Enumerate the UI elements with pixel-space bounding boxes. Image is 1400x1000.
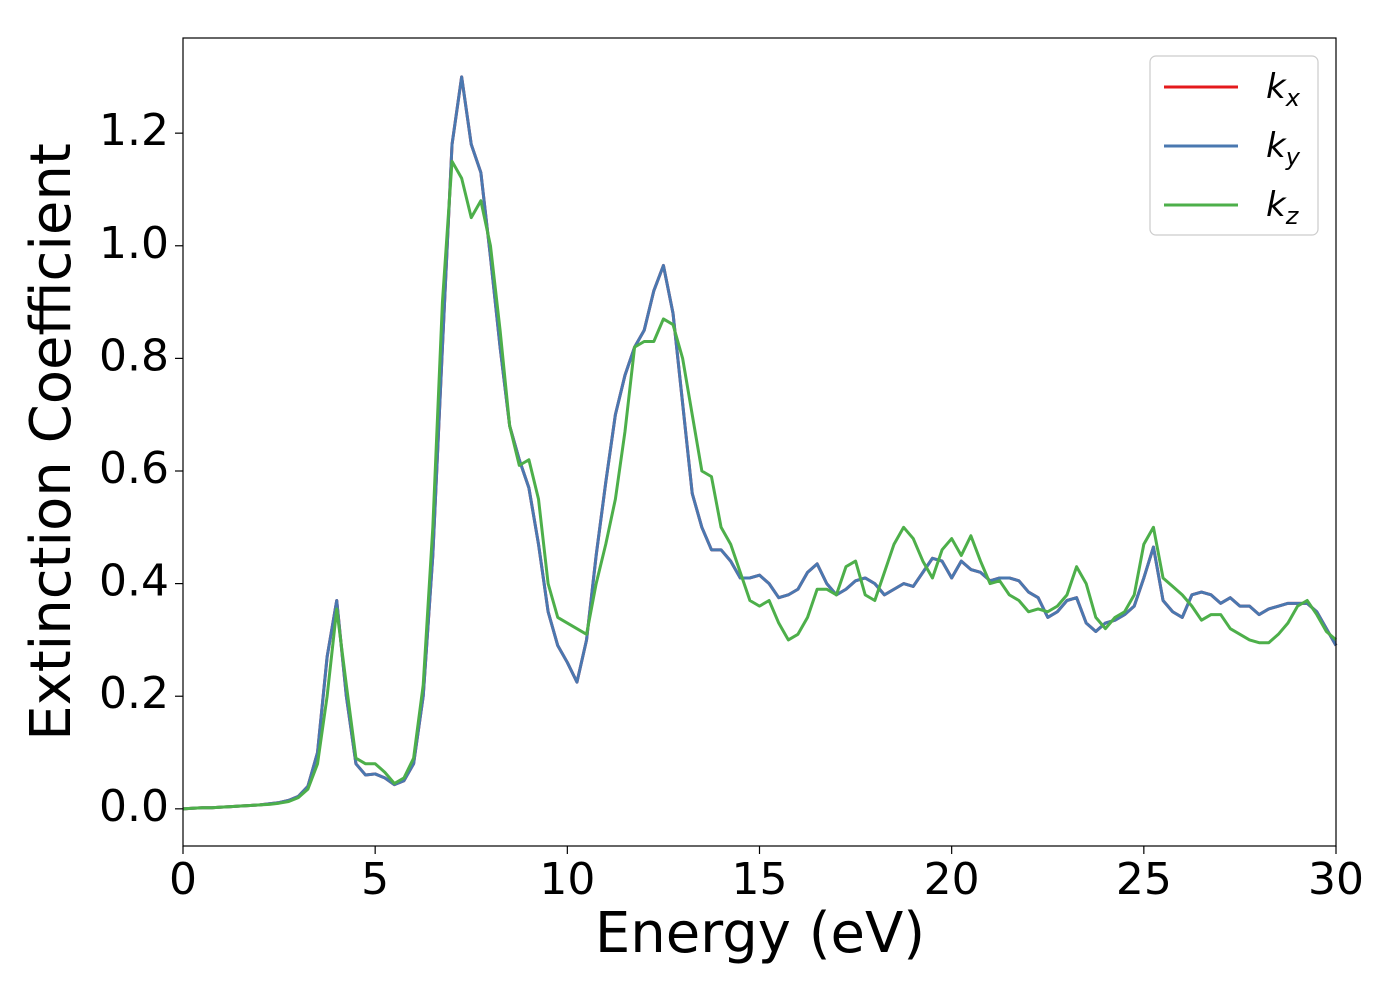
y-tick-label: 0.2 <box>99 668 169 719</box>
x-tick-label: 20 <box>924 854 980 905</box>
x-tick-label: 15 <box>732 854 788 905</box>
legend-label: kz <box>1266 185 1300 230</box>
legend-label: kx <box>1266 67 1301 112</box>
y-tick-label: 0.4 <box>99 556 169 607</box>
y-tick-label: 1.0 <box>99 218 169 269</box>
legend-label: ky <box>1266 126 1301 171</box>
x-tick-label: 30 <box>1308 854 1364 905</box>
y-tick-label: 1.2 <box>99 105 169 156</box>
y-tick-label: 0.8 <box>99 330 169 381</box>
data-line <box>182 159 1337 811</box>
x-axis-label: Energy (eV) <box>595 901 925 966</box>
y-axis-label: Extinction Coefficient <box>19 143 84 741</box>
y-tick-label: 0.6 <box>99 443 169 494</box>
x-tick-label: 25 <box>1116 854 1172 905</box>
x-tick-label: 5 <box>361 854 389 905</box>
x-tick-label: 0 <box>169 854 197 905</box>
data-line <box>182 75 1338 811</box>
y-tick-label: 0.0 <box>99 781 169 832</box>
x-tick-label: 10 <box>539 854 595 905</box>
plot-frame <box>182 37 1337 847</box>
